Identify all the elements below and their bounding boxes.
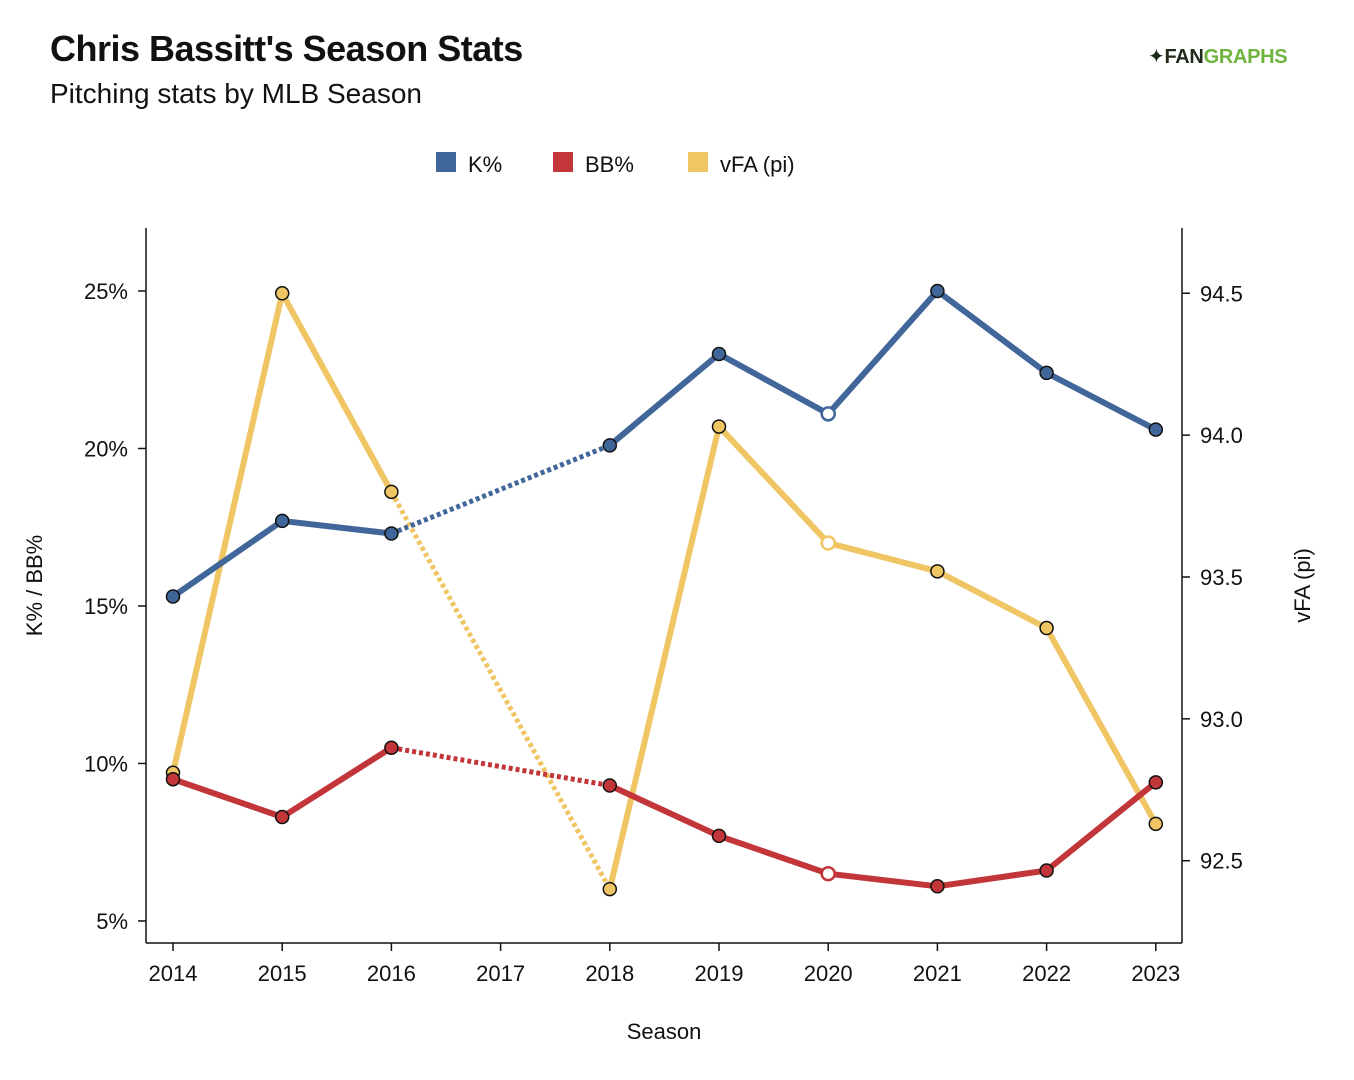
x-tick-label: 2020 [804, 961, 853, 986]
left-tick-label: 10% [84, 751, 128, 776]
series-segment [279, 744, 395, 821]
legend-label: vFA (pi) [720, 152, 795, 177]
right-tick-label: 93.5 [1200, 565, 1243, 590]
left-tick-label: 25% [84, 279, 128, 304]
data-point [820, 865, 836, 882]
series-segment [716, 832, 832, 877]
data-point [1148, 816, 1164, 832]
data-point [274, 809, 290, 825]
series-segment [934, 287, 1050, 376]
data-point [384, 526, 399, 541]
left-tick-label: 5% [96, 909, 128, 934]
series-gap-segment [389, 490, 612, 891]
data-point [1148, 422, 1164, 437]
right-tick-label: 94.5 [1200, 281, 1243, 306]
logo-text-fan: FAN [1164, 46, 1204, 68]
series-segment [170, 517, 286, 600]
data-point [711, 419, 727, 434]
x-tick-label: 2023 [1131, 961, 1180, 986]
data-point [1039, 620, 1054, 636]
data-point [602, 778, 618, 793]
data-point [820, 535, 836, 551]
logo-text-graphs: GRAPHS [1203, 46, 1288, 68]
series-segment [1043, 369, 1159, 433]
series-segment [170, 290, 286, 776]
data-point [165, 771, 181, 787]
data-point [820, 406, 836, 422]
fangraphs-logo[interactable]: ✦FANGRAPHS [1148, 44, 1288, 69]
series-segment [1043, 779, 1159, 874]
series-segment [1043, 625, 1159, 827]
data-point [165, 589, 181, 604]
fangraphs-logo-icon: ✦ [1148, 46, 1165, 68]
data-point [711, 346, 727, 362]
series-segment [825, 287, 941, 417]
data-point [711, 828, 727, 844]
x-axis-title: Season [627, 1019, 702, 1044]
legend-swatch [688, 152, 708, 172]
legend-label: K% [468, 152, 502, 177]
x-tick-label: 2021 [913, 961, 962, 986]
series-segment [716, 423, 832, 546]
series-segment [934, 568, 1050, 632]
right-tick-label: 94.0 [1200, 423, 1243, 448]
series-segment [279, 517, 395, 537]
data-point [602, 881, 618, 897]
series-gap-segment [390, 443, 611, 536]
data-point [1039, 863, 1054, 878]
right-axis-title: vFA (pi) [1290, 548, 1315, 623]
left-axis-title: K% / BB% [22, 535, 47, 636]
legend-swatch [553, 152, 573, 172]
series-segment [606, 350, 722, 449]
series-segment [606, 782, 722, 839]
left-tick-label: 15% [84, 594, 128, 619]
data-point [384, 740, 399, 755]
x-tick-label: 2015 [258, 961, 307, 986]
chart-title: Chris Bassitt's Season Stats [50, 28, 523, 69]
data-point [384, 484, 399, 500]
data-point [274, 513, 290, 529]
series-segment [825, 539, 941, 575]
data-point [930, 879, 945, 894]
x-tick-label: 2016 [367, 961, 416, 986]
legend-swatch [436, 152, 456, 172]
series-segment [825, 870, 941, 890]
x-tick-label: 2017 [476, 961, 525, 986]
series-segment [716, 350, 832, 417]
data-point [274, 286, 290, 301]
data-point [602, 438, 618, 453]
series-segment [170, 776, 286, 821]
data-point [930, 564, 945, 579]
series-gap-segment [390, 745, 611, 788]
left-tick-label: 20% [84, 436, 128, 461]
series-segment [934, 867, 1050, 890]
series-segment [279, 290, 395, 495]
x-tick-label: 2018 [585, 961, 634, 986]
data-point [1039, 365, 1054, 381]
x-tick-label: 2019 [695, 961, 744, 986]
series-segment [606, 423, 722, 893]
right-tick-label: 93.0 [1200, 707, 1243, 732]
data-point [1148, 775, 1164, 790]
right-tick-label: 92.5 [1200, 849, 1243, 874]
legend-label: BB% [585, 152, 634, 177]
data-point [930, 283, 945, 299]
x-tick-label: 2014 [149, 961, 198, 986]
x-tick-label: 2022 [1022, 961, 1071, 986]
chart-subtitle: Pitching stats by MLB Season [50, 78, 422, 109]
